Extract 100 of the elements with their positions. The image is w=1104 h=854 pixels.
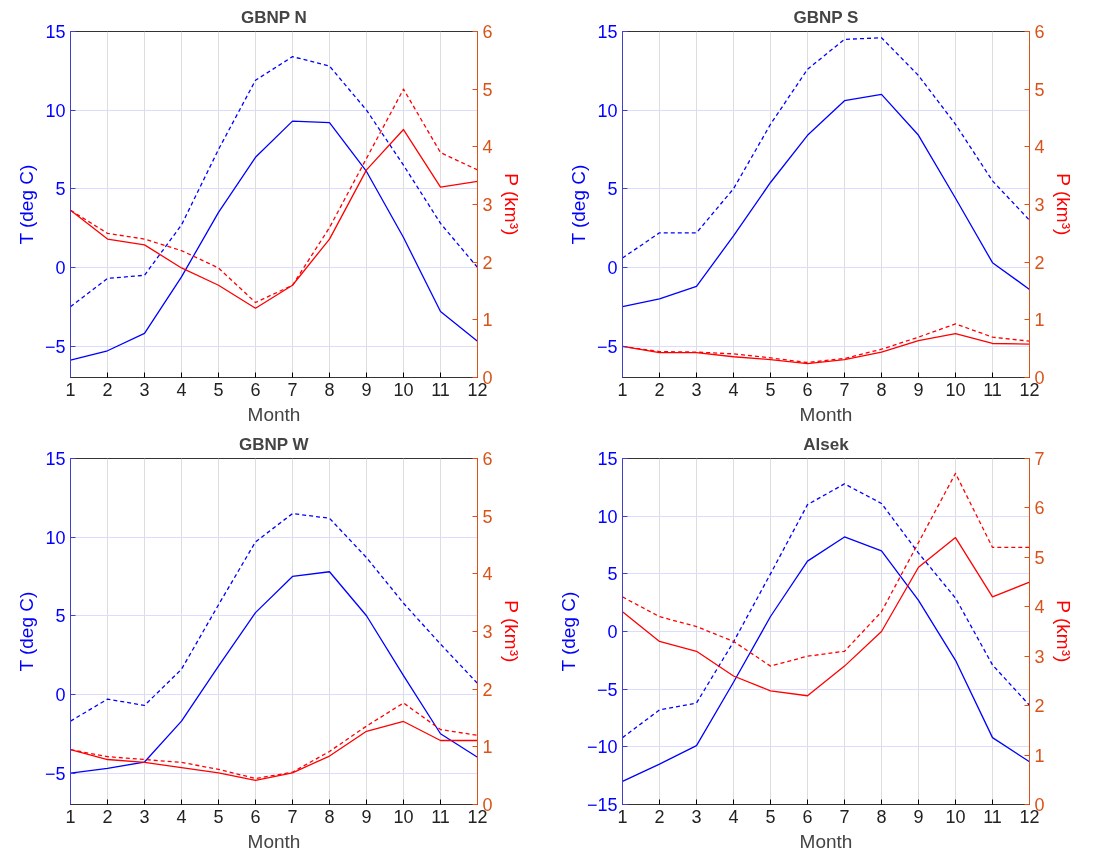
- y2-tick-label: 5: [1034, 547, 1045, 568]
- y-tick-label: −5: [44, 763, 66, 784]
- x-tick-label: 8: [324, 806, 335, 827]
- y-tick-label: 0: [55, 257, 66, 278]
- x-tick-label: 8: [324, 379, 335, 400]
- x-tick-label: 1: [65, 806, 76, 827]
- y2-tick-label: 4: [1034, 597, 1045, 618]
- y2-tick-label: 5: [482, 506, 493, 527]
- x-tick-label: 10: [393, 806, 414, 827]
- y-tick-label: −5: [596, 336, 618, 357]
- x-axis-title: Month: [799, 403, 853, 425]
- y-tick-label: 15: [45, 22, 66, 42]
- x-tick-label: 7: [287, 379, 298, 400]
- y2-tick-label: 6: [482, 449, 493, 469]
- x-tick-label: 1: [617, 806, 628, 827]
- x-tick-label: 3: [139, 379, 150, 400]
- y2-axis-title: P (km³): [500, 173, 522, 236]
- y-tick-label: 0: [607, 257, 618, 278]
- y-tick-label: 5: [607, 564, 618, 585]
- y-tick-label: 10: [597, 506, 618, 527]
- x-tick-label: 1: [65, 379, 76, 400]
- y2-tick-label: 4: [1034, 137, 1045, 158]
- y2-tick-label: 1: [1034, 310, 1045, 331]
- x-axis-title: Month: [247, 403, 301, 425]
- y2-tick-label: 2: [482, 252, 493, 273]
- x-tick-label: 6: [250, 806, 261, 827]
- y2-tick-label: 3: [482, 195, 493, 215]
- x-tick-label: 4: [176, 379, 187, 400]
- x-tick-label: 8: [876, 806, 887, 827]
- x-tick-label: 3: [691, 379, 702, 400]
- x-tick-label: 2: [654, 806, 665, 827]
- x-tick-label: 4: [728, 806, 739, 827]
- x-tick-label: 5: [213, 379, 224, 400]
- x-tick-label: 6: [802, 806, 813, 827]
- x-tick-label: 3: [691, 806, 702, 827]
- x-tick-label: 7: [287, 806, 298, 827]
- y2-axis-title: P (km³): [1052, 600, 1074, 663]
- chart-title: GBNP W: [239, 434, 310, 454]
- y-tick-label: 10: [45, 527, 66, 548]
- x-tick-label: 7: [839, 806, 850, 827]
- x-tick-label: 7: [839, 379, 850, 400]
- x-tick-label: 11: [983, 379, 1002, 400]
- x-tick-label: 11: [431, 379, 450, 400]
- x-tick-label: 10: [945, 379, 966, 400]
- x-tick-label: 10: [393, 379, 414, 400]
- x-tick-label: 9: [913, 379, 924, 400]
- y-tick-label: −15: [586, 795, 618, 815]
- y-tick-label: −10: [586, 737, 618, 758]
- y-tick-label: 10: [597, 100, 618, 121]
- y2-tick-label: 1: [482, 737, 493, 758]
- x-tick-label: 8: [876, 379, 887, 400]
- y2-tick-label: 6: [482, 22, 493, 42]
- y-tick-label: 15: [597, 449, 618, 469]
- y2-axis-title: P (km³): [500, 600, 522, 663]
- y-tick-label: 5: [607, 179, 618, 200]
- y-axis-title: T (deg C): [15, 591, 37, 672]
- y-tick-label: −5: [44, 336, 66, 357]
- y-tick-label: 15: [597, 22, 618, 42]
- x-axis-title: Month: [799, 830, 853, 852]
- x-tick-label: 2: [654, 379, 665, 400]
- y-tick-label: 15: [45, 449, 66, 469]
- x-tick-label: 6: [250, 379, 261, 400]
- y2-tick-label: 2: [1034, 696, 1045, 717]
- x-axis-title: Month: [247, 830, 301, 852]
- x-tick-label: 9: [913, 806, 924, 827]
- x-tick-label: 5: [765, 379, 776, 400]
- x-tick-label: 5: [765, 806, 776, 827]
- y-tick-label: 0: [607, 622, 618, 642]
- y-tick-label: 10: [45, 100, 66, 121]
- x-tick-label: 4: [728, 379, 739, 400]
- y2-tick-label: 4: [482, 564, 493, 585]
- x-tick-label: 4: [176, 806, 187, 827]
- y2-tick-label: 6: [1034, 22, 1045, 42]
- y-tick-label: −5: [596, 679, 618, 700]
- x-tick-label: 2: [102, 806, 113, 827]
- x-tick-label: 5: [213, 806, 224, 827]
- y2-tick-label: 3: [1034, 646, 1045, 667]
- y2-tick-label: 5: [1034, 79, 1045, 100]
- y-axis-title: T (deg C): [15, 164, 37, 245]
- chart-title: GBNP S: [793, 7, 859, 27]
- y2-tick-label: 5: [482, 79, 493, 100]
- x-tick-label: 9: [361, 806, 372, 827]
- x-tick-label: 9: [361, 379, 372, 400]
- y2-tick-label: 1: [1034, 745, 1045, 766]
- chart-title: GBNP N: [240, 7, 307, 27]
- chart-title: Alsek: [803, 434, 850, 454]
- x-tick-label: 11: [431, 806, 450, 827]
- y-axis-title: T (deg C): [567, 164, 589, 245]
- x-tick-label: 2: [102, 379, 113, 400]
- y2-axis-title: P (km³): [1052, 173, 1074, 236]
- x-tick-label: 11: [983, 806, 1002, 827]
- y-tick-label: 5: [55, 179, 66, 200]
- y2-tick-label: 2: [1034, 252, 1045, 273]
- y2-tick-label: 2: [482, 679, 493, 700]
- x-tick-label: 6: [802, 379, 813, 400]
- y2-tick-label: 7: [1034, 449, 1045, 469]
- y2-tick-label: 1: [482, 310, 493, 331]
- y-axis-title: T (deg C): [557, 591, 579, 672]
- y2-tick-label: 4: [482, 137, 493, 158]
- y-tick-label: 5: [55, 606, 66, 627]
